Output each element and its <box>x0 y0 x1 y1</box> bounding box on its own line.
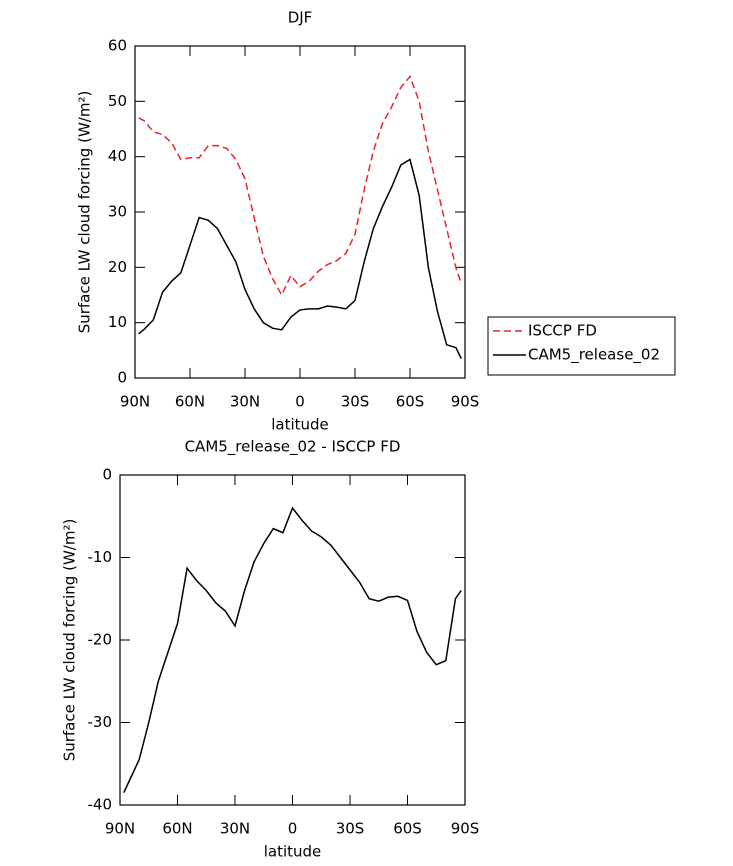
x-axis-label: latitude <box>264 843 322 861</box>
y-tick-label: 10 <box>108 313 127 331</box>
x-tick-label: 30N <box>230 393 260 411</box>
x-tick-label: 90S <box>451 393 480 411</box>
x-tick-label: 0 <box>288 820 298 838</box>
x-tick-label: 30S <box>336 820 365 838</box>
y-tick-label: 20 <box>108 258 127 276</box>
legend-label: ISCCP FD <box>528 322 597 340</box>
y-tick-label: 50 <box>108 92 127 110</box>
y-tick-label: -30 <box>88 713 113 731</box>
x-tick-label: 30N <box>220 820 250 838</box>
x-tick-label: 30S <box>341 393 370 411</box>
x-axis-label: latitude <box>271 416 329 434</box>
data-line <box>138 158 463 359</box>
y-tick-label: 0 <box>117 369 127 387</box>
x-tick-label: 60S <box>393 820 422 838</box>
x-tick-label: 60N <box>175 393 205 411</box>
y-axis-label: Surface LW cloud forcing (W/m²) <box>76 91 94 334</box>
y-tick-label: 60 <box>108 37 127 55</box>
y-tick-label: -20 <box>88 631 113 649</box>
x-tick-label: 90S <box>451 820 480 838</box>
y-tick-label: 30 <box>108 203 127 221</box>
data-line <box>123 506 462 793</box>
y-tick-label: 40 <box>108 147 127 165</box>
x-tick-label: 90N <box>105 820 135 838</box>
y-tick-label: -40 <box>88 796 113 814</box>
x-tick-label: 60S <box>396 393 425 411</box>
y-tick-label: 0 <box>102 466 112 484</box>
x-tick-label: 90N <box>120 393 150 411</box>
legend-label: CAM5_release_02 <box>528 346 660 365</box>
plot-frame <box>134 45 466 379</box>
y-axis-label: Surface LW cloud forcing (W/m²) <box>61 519 79 762</box>
x-tick-label: 0 <box>295 393 305 411</box>
chart-title: DJF <box>288 9 313 27</box>
chart-title: CAM5_release_02 - ISCCP FD <box>185 438 401 457</box>
y-tick-label: -10 <box>88 548 113 566</box>
data-line <box>138 74 463 297</box>
x-tick-label: 60N <box>162 820 192 838</box>
legend-box <box>487 316 676 376</box>
